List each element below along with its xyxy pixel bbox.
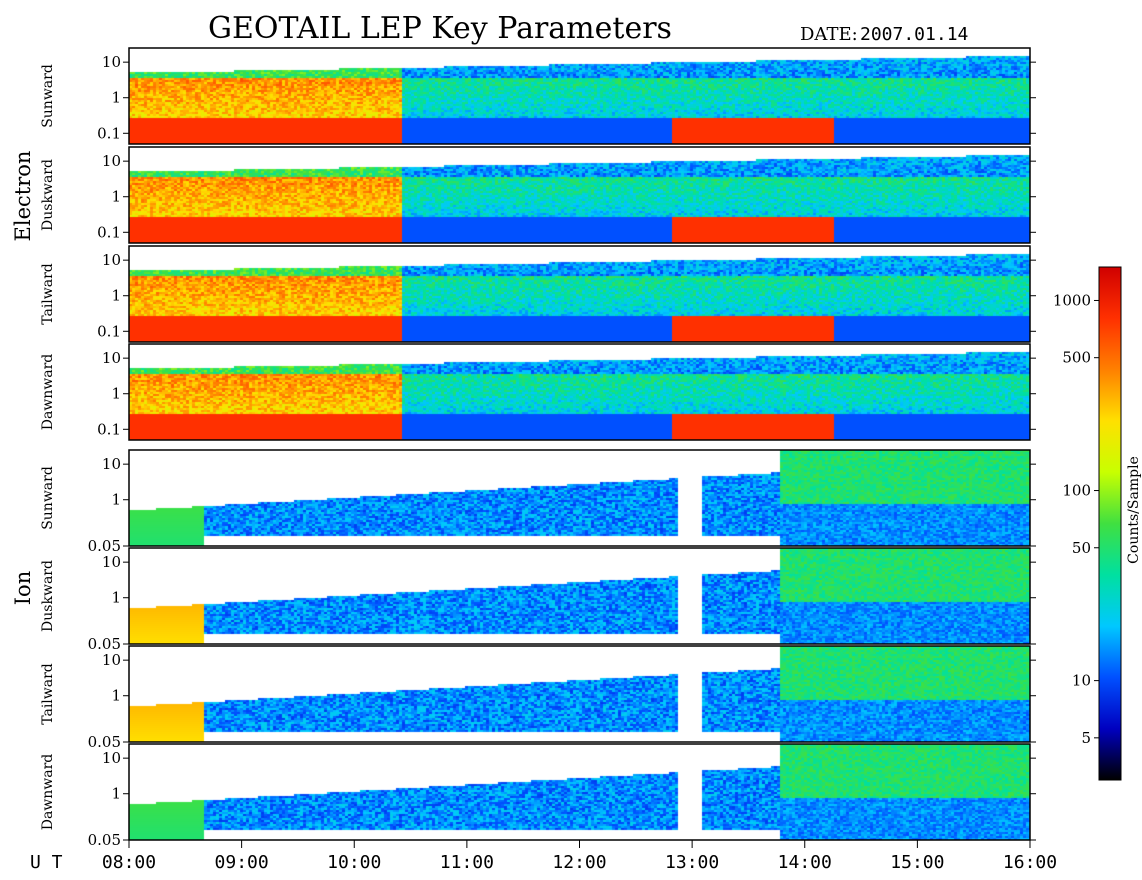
panel-frame [128, 146, 1031, 244]
panel-frame [128, 343, 1031, 441]
y-tick-label: 0.05 [88, 831, 121, 849]
colorbar-tick-label: 50 [1072, 539, 1091, 557]
spectrogram-image [129, 48, 1030, 144]
panel-label: Tailward [40, 263, 56, 325]
panel-electron-tailward: 10 1 0.1 Tailward [40, 245, 1036, 343]
panel-electron-sunward: 10 1 0.1 Sunward [40, 47, 1036, 145]
spectrogram-image [129, 450, 1030, 546]
spectrogram-image [129, 147, 1030, 243]
colorbar-tick-label: 10 [1072, 672, 1091, 690]
x-tick-label: 15:00 [890, 852, 944, 873]
panel-label: Tailward [40, 663, 56, 725]
panel-label: Dawnward [40, 354, 56, 431]
y-tick-label: 10 [102, 553, 121, 571]
colorbar-label: Counts/Sample [1126, 456, 1142, 564]
x-tick-label: 14:00 [778, 852, 832, 873]
y-tick-label: 10 [102, 349, 121, 367]
y-tick-label: 10 [102, 251, 121, 269]
panel-label: Duskward [40, 159, 56, 231]
y-tick-label: 0.1 [97, 420, 121, 438]
panel-frame [128, 449, 1031, 547]
y-tick-label: 1 [111, 188, 121, 206]
y-tick-label: 0.1 [97, 223, 121, 241]
panel-label: Dawnward [40, 754, 56, 831]
y-tick-label: 1 [111, 687, 121, 705]
x-tick-label: 10:00 [327, 852, 381, 873]
panel-ion-sunward: 10 1 0.05 Sunward [40, 449, 1036, 555]
x-tick-label: 12:00 [552, 852, 606, 873]
y-tick-label: 1 [111, 491, 121, 509]
panel-frame [128, 547, 1031, 645]
y-tick-label: 0.05 [88, 537, 121, 555]
spectrogram-image [129, 744, 1030, 840]
spectrogram-image [129, 646, 1030, 742]
spectrogram-image [129, 344, 1030, 440]
panel-electron-dawnward: 10 1 0.1 Dawnward [40, 343, 1036, 441]
y-tick-label: 10 [102, 749, 121, 767]
group-label-ion: Ion [11, 571, 35, 605]
panel-ion-tailward: 10 1 0.05 Tailward [40, 645, 1036, 751]
x-tick-label: 11:00 [440, 852, 494, 873]
y-tick-label: 1 [111, 785, 121, 803]
y-tick-label: 1 [111, 287, 121, 305]
colorbar-tick-label: 500 [1062, 349, 1091, 367]
panel-label: Duskward [40, 560, 56, 632]
y-tick-label: 0.05 [88, 635, 121, 653]
panel-electron-duskward: 10 1 0.1 Duskward [40, 146, 1036, 244]
colorbar-tick-label: 5 [1081, 729, 1091, 747]
spectrogram-image [129, 548, 1030, 644]
colorbar-tick-label: 100 [1062, 482, 1091, 500]
date-label: DATE: [800, 24, 858, 45]
y-tick-label: 10 [102, 455, 121, 473]
x-tick-label: 09:00 [215, 852, 269, 873]
colorbar: 5 10 50 100 500 1000 [1053, 266, 1122, 781]
y-tick-label: 10 [102, 53, 121, 71]
panel-label: Sunward [40, 466, 56, 530]
y-tick-label: 10 [102, 152, 121, 170]
figure-title: GEOTAIL LEP Key Parameters [208, 11, 672, 46]
y-tick-label: 1 [111, 589, 121, 607]
spectrogram-image [129, 246, 1030, 342]
date-value: 2007.01.14 [860, 24, 968, 45]
panel-ion-duskward: 10 1 0.05 Duskward [40, 547, 1036, 653]
y-tick-label: 0.1 [97, 322, 121, 340]
panel-frame [128, 645, 1031, 743]
y-tick-label: 0.05 [88, 733, 121, 751]
y-tick-label: 0.1 [97, 124, 121, 142]
panel-label: Sunward [40, 64, 56, 128]
x-axis-label: U T [30, 852, 63, 873]
panel-frame [128, 245, 1031, 343]
x-tick-label: 08:00 [102, 852, 156, 873]
y-tick-label: 10 [102, 651, 121, 669]
x-tick-label: 13:00 [665, 852, 719, 873]
y-tick-label: 1 [111, 89, 121, 107]
colorbar-scale [1098, 266, 1122, 781]
colorbar-tick-label: 1000 [1053, 291, 1091, 309]
panel-ion-dawnward: 10 1 0.05 Dawnward [40, 743, 1036, 849]
x-tick-label: 16:00 [1003, 852, 1057, 873]
panel-frame [128, 47, 1031, 145]
y-tick-label: 1 [111, 385, 121, 403]
group-label-electron: Electron [11, 151, 35, 242]
panels: 10 1 0.1 Sunward 10 1 0.1 Duskward 10 1 0.1 Tailwar… [40, 47, 1036, 849]
x-axis-ticks: 08:00 09:00 10:00 11:00 12:00 13:00 14:00 15:00… [102, 840, 1057, 873]
